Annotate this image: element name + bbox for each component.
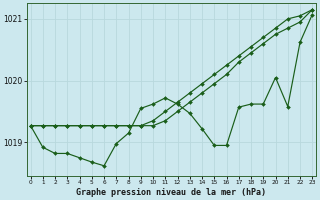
- X-axis label: Graphe pression niveau de la mer (hPa): Graphe pression niveau de la mer (hPa): [76, 188, 267, 197]
